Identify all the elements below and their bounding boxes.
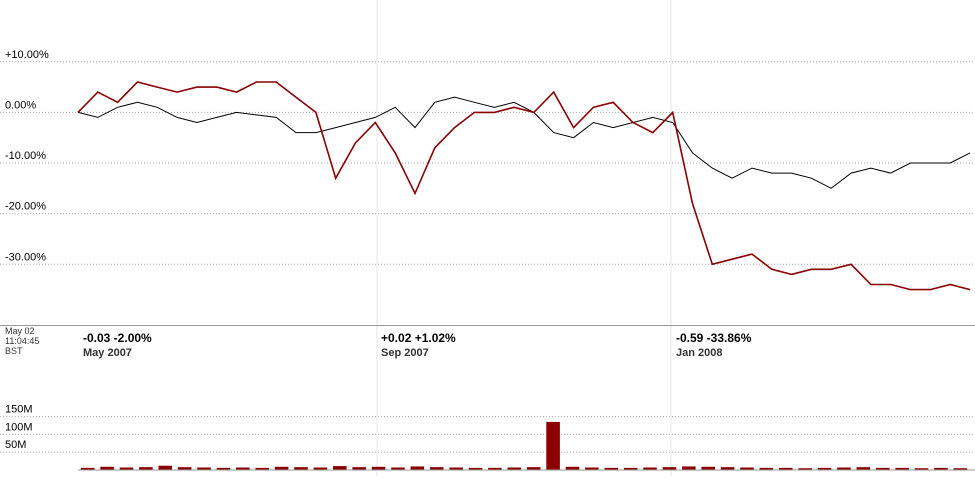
volume-bar	[488, 467, 502, 470]
volume-bar	[468, 467, 483, 470]
period-change: -0.59 -33.86%	[676, 331, 752, 345]
volume-bar	[371, 466, 386, 470]
volume-bar	[507, 467, 522, 470]
volume-bar	[410, 466, 425, 470]
volume-bar	[856, 467, 871, 470]
y-tick-label: 100M	[5, 421, 33, 433]
period-label: May 2007	[83, 347, 132, 359]
period-label: Sep 2007	[381, 347, 429, 359]
volume-bar	[216, 467, 231, 470]
volume-bar	[565, 466, 580, 470]
y-tick-label: -10.00%	[5, 150, 46, 162]
volume-bar	[526, 467, 541, 470]
period-label: Jan 2008	[676, 347, 722, 359]
status-time: 11:04:45	[5, 336, 39, 346]
y-tick-label: -20.00%	[5, 201, 46, 213]
volume-bar	[934, 467, 948, 470]
volume-bar	[895, 467, 909, 470]
y-tick-label: 150M	[5, 404, 33, 416]
status-zone: BST	[5, 346, 23, 356]
volume-bar	[875, 467, 890, 470]
volume-bar	[662, 467, 677, 470]
y-tick-label: -30.00%	[5, 251, 46, 263]
volume-bar	[817, 467, 832, 470]
volume-bar	[798, 468, 812, 470]
status-date: May 02	[5, 326, 35, 336]
y-tick-label: 0.00%	[5, 99, 36, 111]
volume-bar	[236, 467, 250, 470]
volume-bar	[274, 466, 289, 470]
volume-bar	[759, 467, 774, 470]
period-change: +0.02 +1.02%	[381, 331, 456, 345]
volume-bar	[177, 467, 192, 470]
volume-bar	[953, 468, 968, 470]
volume-bar	[585, 467, 599, 470]
volume-bar	[294, 467, 308, 470]
volume-bar	[119, 467, 134, 470]
volume-bar	[332, 466, 347, 470]
volume-bar	[837, 467, 851, 470]
volume-bar	[778, 467, 793, 470]
price-line	[77, 81, 971, 291]
volume-bar	[914, 468, 929, 470]
volume-bar	[197, 467, 211, 470]
volume-bar	[158, 465, 173, 470]
volume-bar	[740, 467, 754, 470]
volume-bar	[255, 467, 270, 470]
price-line	[77, 96, 971, 189]
volume-bar	[701, 466, 716, 470]
volume-bar	[391, 467, 405, 470]
period-change: -0.03 -2.00%	[83, 331, 152, 345]
volume-bar	[682, 466, 696, 470]
volume-bar	[546, 421, 560, 470]
y-tick-label: 50M	[5, 439, 26, 451]
volume-bar	[643, 467, 657, 470]
volume-bar	[604, 467, 619, 470]
volume-bar	[139, 467, 153, 470]
volume-bar	[313, 467, 328, 470]
volume-bar	[352, 467, 366, 470]
volume-bar	[720, 467, 735, 470]
volume-bar	[623, 467, 638, 470]
y-tick-label: +10.00%	[5, 49, 49, 61]
volume-bar	[100, 466, 114, 470]
volume-bar	[429, 467, 444, 470]
volume-bar	[449, 467, 463, 470]
volume-bar	[80, 467, 95, 470]
